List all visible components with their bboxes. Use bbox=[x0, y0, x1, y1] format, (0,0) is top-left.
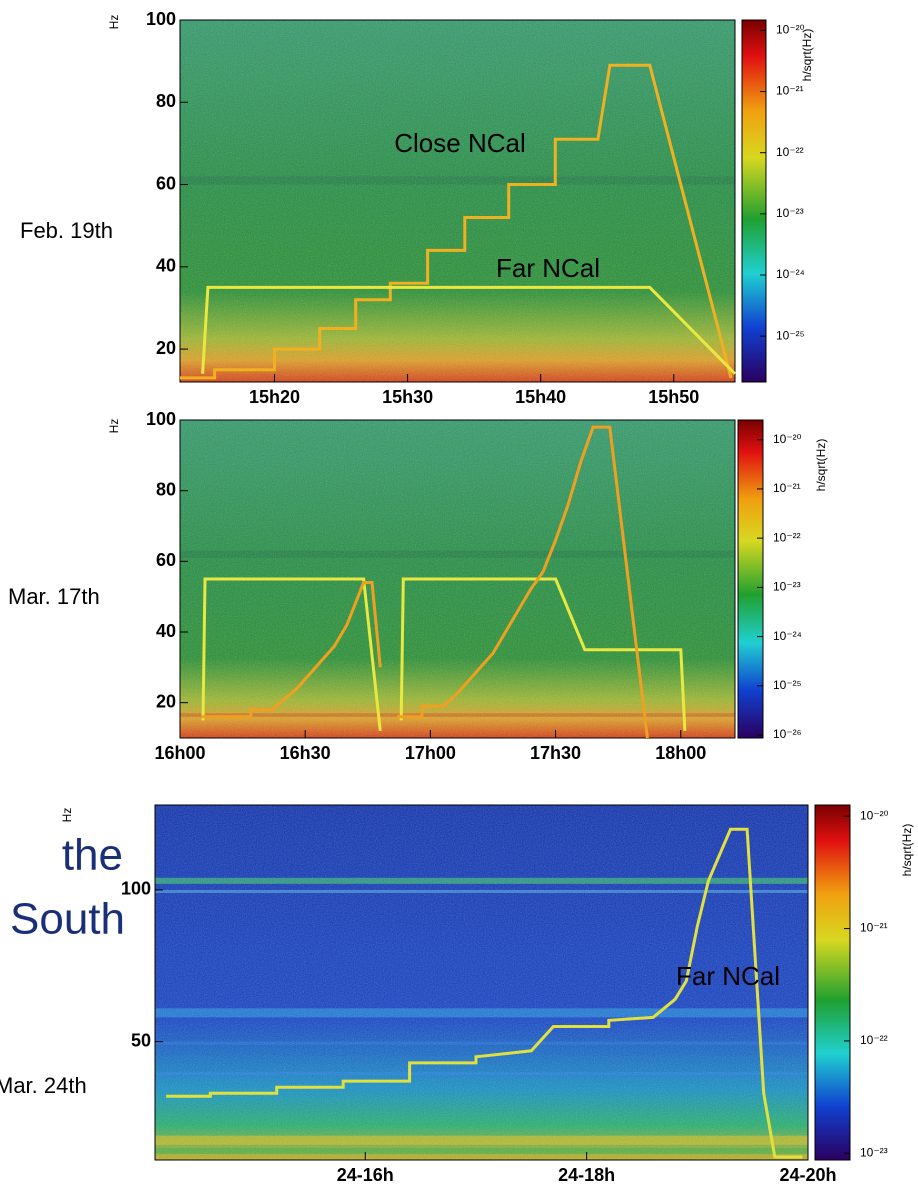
colorbar bbox=[737, 419, 764, 739]
colorbar-tick-label: 10⁻²⁰ bbox=[776, 23, 805, 37]
colorbar-tick-label: 10⁻²⁴ bbox=[773, 629, 802, 643]
x-tick-label: 17h30 bbox=[530, 743, 581, 763]
x-tick-label: 16h30 bbox=[280, 743, 331, 763]
colorbar-tick-label: 10⁻²² bbox=[860, 1033, 888, 1047]
colorbar-tick-label: 10⁻²³ bbox=[773, 580, 801, 594]
colorbar bbox=[814, 804, 851, 1161]
ncal-line bbox=[201, 577, 382, 732]
x-tick-label: 15h30 bbox=[382, 387, 433, 407]
colorbar-tick-label: 10⁻²⁰ bbox=[773, 432, 802, 446]
x-tick-label: 15h20 bbox=[249, 387, 300, 407]
y-tick-label: 40 bbox=[156, 256, 176, 276]
y-axis-label: Hz bbox=[107, 419, 121, 434]
slide-text: South bbox=[10, 895, 125, 944]
colorbar-tick-label: 10⁻²⁰ bbox=[860, 808, 889, 822]
colorbar-tick-label: 10⁻²² bbox=[776, 145, 804, 159]
spectrogram-noise bbox=[155, 805, 808, 1160]
y-tick-label: 50 bbox=[131, 1030, 151, 1050]
colorbar-label: h/sqrt(Hz) bbox=[800, 29, 814, 82]
x-tick-label: 24-18h bbox=[558, 1165, 615, 1185]
spectrogram-noise bbox=[180, 20, 735, 382]
colorbar-label: h/sqrt(Hz) bbox=[814, 439, 828, 492]
ncal-line bbox=[397, 425, 649, 739]
colorbar-tick-label: 10⁻²² bbox=[773, 530, 801, 544]
x-tick-label: 18h00 bbox=[655, 743, 706, 763]
date-label: Mar. 17th bbox=[8, 584, 100, 609]
y-tick-label: 40 bbox=[156, 621, 176, 641]
colorbar-tick-label: 10⁻²³ bbox=[860, 1145, 888, 1159]
ncal-line bbox=[399, 577, 687, 731]
y-tick-label: 20 bbox=[156, 338, 176, 358]
plot-frame bbox=[179, 19, 736, 383]
colorbar-label: h/sqrt(Hz) bbox=[900, 824, 914, 877]
colorbar-tick-label: 10⁻²⁵ bbox=[773, 678, 802, 692]
date-label: Feb. 19th bbox=[20, 218, 113, 243]
colorbar-tick-label: 10⁻²⁴ bbox=[776, 267, 805, 281]
y-tick-label: 20 bbox=[156, 691, 176, 711]
x-tick-label: 16h00 bbox=[154, 743, 205, 763]
ncal-line bbox=[166, 827, 803, 1159]
y-tick-label: 100 bbox=[146, 9, 176, 29]
y-tick-label: 100 bbox=[146, 409, 176, 429]
y-tick-label: 100 bbox=[121, 879, 151, 899]
y-tick-label: 80 bbox=[156, 91, 176, 111]
colorbar-tick-label: 10⁻²¹ bbox=[776, 84, 804, 98]
plot-frame bbox=[179, 419, 736, 739]
annotation: Far NCal bbox=[676, 961, 780, 991]
date-label: Mar. 24th bbox=[0, 1073, 87, 1098]
colorbar-tick-label: 10⁻²¹ bbox=[773, 481, 801, 495]
y-tick-label: 80 bbox=[156, 479, 176, 499]
ncal-line bbox=[200, 581, 382, 719]
x-tick-label: 15h40 bbox=[515, 387, 566, 407]
x-tick-label: 24-16h bbox=[337, 1165, 394, 1185]
colorbar-tick-label: 10⁻²³ bbox=[776, 206, 804, 220]
annotation: Far NCal bbox=[496, 253, 600, 283]
y-axis-label: Hz bbox=[107, 15, 121, 30]
plot-frame bbox=[154, 804, 809, 1161]
slide-text: the bbox=[62, 831, 123, 880]
ncal-line bbox=[180, 63, 733, 380]
x-tick-label: 15h50 bbox=[648, 387, 699, 407]
colorbar-tick-label: 10⁻²⁶ bbox=[773, 727, 802, 741]
colorbar bbox=[741, 19, 767, 383]
x-tick-label: 17h00 bbox=[405, 743, 456, 763]
y-tick-label: 60 bbox=[156, 173, 176, 193]
colorbar-tick-label: 10⁻²¹ bbox=[860, 921, 888, 935]
annotation: Close NCal bbox=[394, 128, 526, 158]
ncal-line bbox=[201, 285, 737, 375]
y-tick-label: 60 bbox=[156, 550, 176, 570]
y-axis-label: Hz bbox=[60, 808, 74, 823]
x-tick-label: 24-20h bbox=[779, 1165, 836, 1185]
colorbar-tick-label: 10⁻²⁵ bbox=[776, 328, 805, 342]
